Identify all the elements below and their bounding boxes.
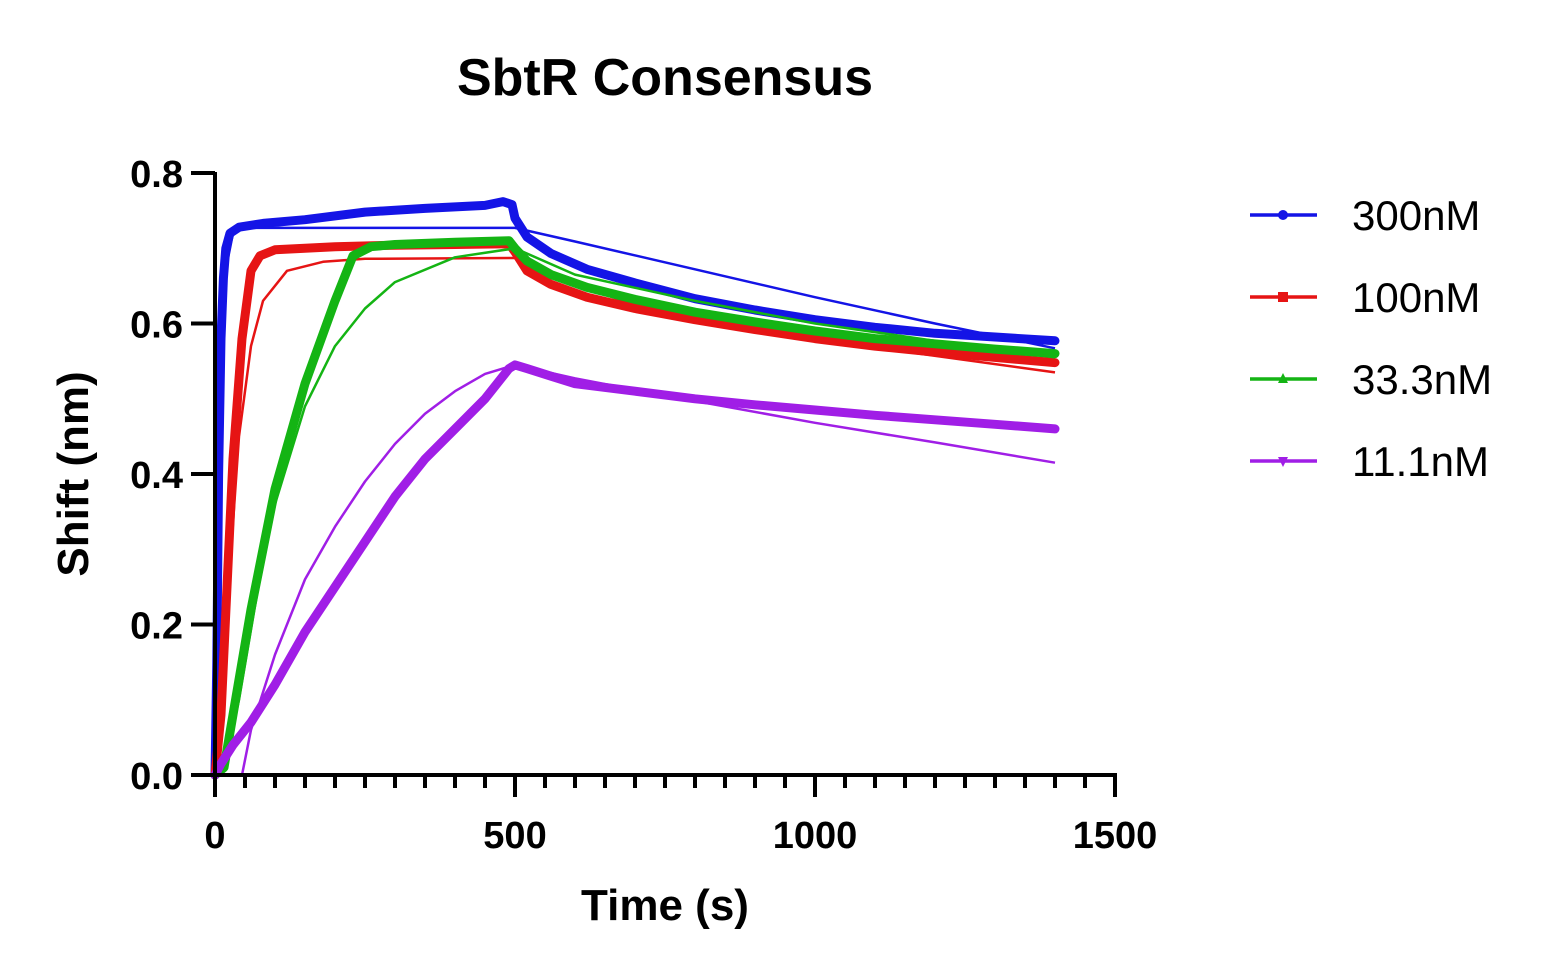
x-axis-label: Time (s) [581,881,749,930]
x-tick-label: 500 [483,815,546,857]
x-tick-label: 1500 [1073,815,1158,857]
legend-label: 11.1nM [1352,438,1489,485]
legend-marker [1278,210,1288,220]
legend-label: 33.3nM [1352,356,1492,403]
legend-item: 33.3nM [1250,356,1492,403]
legend-item: 100nM [1250,274,1480,321]
y-tick-label: 0.0 [130,756,183,798]
series-fit-line [213,226,1056,776]
y-axis-label: Shift (nm) [49,371,98,576]
y-tick-label: 0.8 [130,154,183,196]
legend-label: 100nM [1352,274,1480,321]
series-300nM [210,197,1060,780]
legend-label: 300nM [1352,192,1480,239]
legend: 300nM 100nM 33.3nM 11.1nM [1250,192,1492,485]
y-tick-label: 0.4 [130,455,183,497]
series-fit-line [213,256,1056,776]
chart-title: SbtR Consensus [457,49,873,107]
series-data-line [210,197,1060,780]
plot-area [210,197,1060,780]
y-tick-label: 0.2 [130,606,183,648]
series-11.1nM [210,360,1060,780]
legend-marker [1278,373,1288,383]
series-fit-line [240,363,1056,776]
y-axis-ticks: 0.0 0.2 0.4 0.6 0.8 [130,154,215,798]
series-fit-line [214,247,1056,776]
legend-marker [1278,292,1288,302]
legend-item: 300nM [1250,192,1480,239]
series-data-line [210,236,1060,780]
y-tick-label: 0.6 [130,305,183,347]
x-tick-label: 0 [204,815,225,857]
legend-marker [1278,457,1288,467]
legend-item: 11.1nM [1250,438,1489,485]
series-33.3nM [210,236,1060,780]
series-data-line [210,360,1060,780]
x-axis-ticks: 0 500 1000 1500 [204,775,1157,857]
x-tick-label: 1000 [773,815,858,857]
